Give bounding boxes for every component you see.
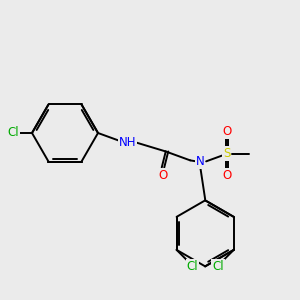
Text: Cl: Cl [7, 127, 19, 140]
Text: NH: NH [118, 136, 136, 149]
Text: Cl: Cl [187, 260, 198, 273]
Text: O: O [222, 169, 232, 182]
Text: Cl: Cl [212, 260, 224, 273]
Text: O: O [158, 169, 167, 182]
Text: S: S [223, 147, 230, 160]
Text: O: O [222, 125, 232, 138]
Text: N: N [196, 155, 205, 168]
